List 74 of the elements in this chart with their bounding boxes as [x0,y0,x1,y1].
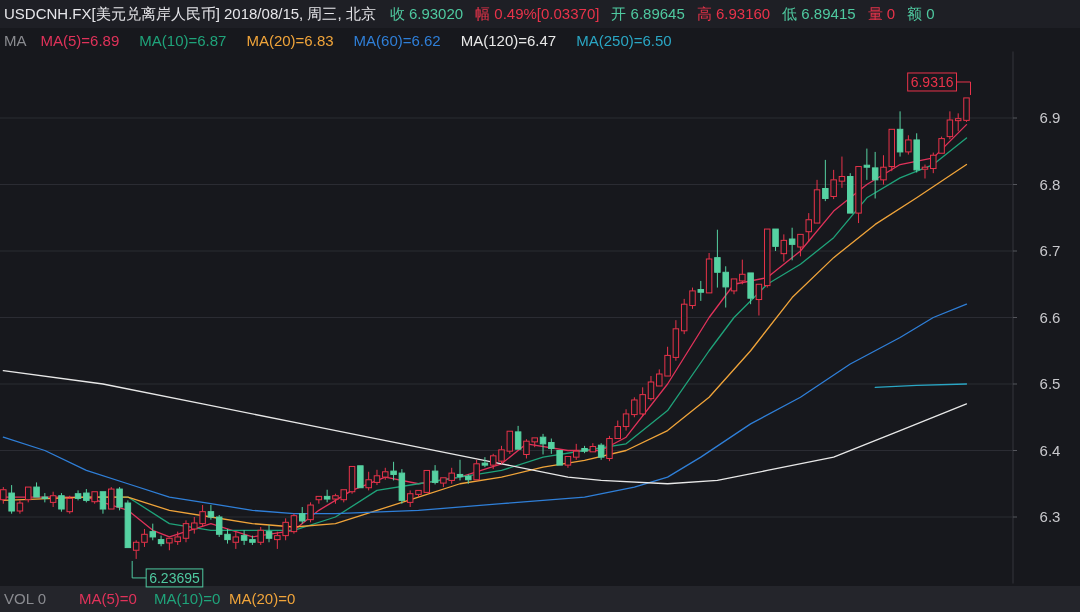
candlestick [91,491,98,505]
text: MA(5)=6.89 [40,32,120,49]
candlestick [465,473,472,485]
text: 幅 0.49%[0.03370] [475,5,600,22]
text: 收 6.93020 [389,5,464,22]
text: MA(5)=0 [79,590,137,607]
text: MA(60)=6.62 [353,32,441,49]
note: 6.23695 [131,560,204,588]
candlestick [539,433,547,455]
candlestick [855,166,862,224]
candlestick [323,489,331,503]
text: MA(20)=6.83 [246,32,334,49]
annotation: 6.23695 [149,569,200,586]
candlestick [207,504,215,521]
line-series [2,370,968,485]
candlestick [157,535,165,547]
candlestick [315,495,323,505]
candlestick [863,148,871,181]
candlestick [74,489,82,501]
text: VOL 0 [4,590,46,607]
candlestick [847,172,854,214]
candlestick [481,456,489,468]
candlestick [946,110,954,140]
candlestick [780,233,788,263]
candlestick [921,164,929,180]
candlestick [456,459,464,481]
text: MA(10)=6.87 [139,32,227,49]
candlestick [431,464,439,485]
candlestick [622,408,630,432]
candlestick [871,151,879,199]
candlestick [373,469,381,486]
candlestick [348,465,356,495]
text: 开 6.89645 [611,5,685,22]
text: MA(120)=6.47 [460,32,557,49]
candlestick [813,179,821,224]
text: MA [4,32,27,49]
candlestick [16,499,24,515]
text: MA(20)=0 [229,590,296,607]
candlestick [647,375,655,402]
text: MA(10)=0 [154,590,221,607]
text: 量 0 [867,5,896,22]
line-series [2,303,968,515]
y-tick-label: 6.9 [1039,109,1061,126]
y-tick-label: 6.6 [1039,308,1061,326]
candlestick [99,491,107,515]
candlestick [290,513,298,535]
candlestick [896,110,904,158]
candlestick [556,450,563,466]
text: 额 0 [907,5,935,22]
y-tick-label: 6.5 [1039,375,1061,392]
candlestick [838,156,846,189]
candlestick [265,524,273,543]
candlestick [514,425,522,450]
text: 低 6.89415 [782,5,856,22]
text: MA(250)=6.50 [576,32,672,49]
note: 6.9316 [907,72,971,96]
y-tick-label: 6.3 [1039,508,1061,525]
chart-title: USDCNH.FX[美元兑离岸人民币] 2018/08/15, 周三, 北京 [4,5,376,22]
candlestick [589,442,597,453]
candlestick [49,491,57,508]
candlestick [788,227,796,261]
y-tick-label: 6.8 [1039,175,1061,193]
candlestick [880,154,887,185]
candlestick [730,278,738,295]
candlestick [705,252,713,294]
candlestick [763,228,771,289]
text: 高 6.93160 [696,5,771,22]
y-tick-label: 6.7 [1039,242,1061,259]
candlestick [357,465,364,489]
candlestick [564,455,572,469]
candlestick [182,519,190,543]
y-tick-label: 6.4 [1039,441,1061,459]
candlestick [755,283,763,317]
annotation: 6.9316 [910,73,954,90]
